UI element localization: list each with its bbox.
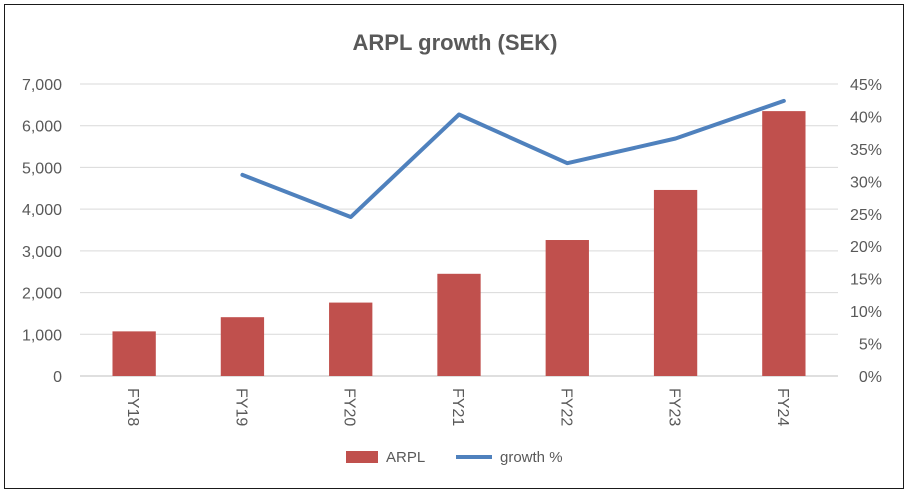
- left-axis: 0 1,000 2,000 3,000 4,000 5,000 6,000 7,000: [22, 77, 62, 386]
- x-tick-label: FY23: [666, 388, 683, 426]
- x-axis: FY18 FY19 FY20 FY21 FY22 FY23 FY24: [124, 388, 791, 426]
- bar-arpl-fy21: [437, 273, 481, 376]
- left-tick-label: 6,000: [22, 119, 62, 136]
- right-tick-label: 0%: [859, 369, 882, 386]
- bar-arpl-fy20: [329, 302, 373, 376]
- x-tick-label: FY19: [232, 388, 249, 426]
- right-tick-label: 15%: [850, 272, 882, 289]
- right-axis: 0% 5% 10% 15% 20% 25% 30% 35% 40% 45%: [850, 77, 882, 386]
- right-tick-label: 10%: [850, 304, 882, 321]
- right-tick-label: 25%: [850, 207, 882, 224]
- legend-label-growth: growth %: [500, 449, 563, 466]
- right-tick-label: 30%: [850, 174, 882, 191]
- bar-arpl-fy24: [762, 111, 806, 376]
- left-tick-label: 1,000: [22, 327, 62, 344]
- left-tick-label: 3,000: [22, 244, 62, 261]
- x-tick-label: FY21: [449, 388, 466, 426]
- left-tick-label: 7,000: [22, 77, 62, 94]
- bar-arpl-fy23: [653, 189, 698, 376]
- left-tick-label: 2,000: [22, 286, 62, 303]
- right-tick-label: 20%: [850, 239, 882, 256]
- legend-label-arpl: ARPL: [386, 449, 425, 466]
- bar-arpl-fy19: [220, 317, 265, 376]
- right-tick-label: 40%: [850, 109, 882, 126]
- legend: ARPL growth %: [346, 449, 563, 466]
- right-tick-label: 5%: [859, 337, 882, 354]
- bar-arpl-fy18: [112, 331, 156, 376]
- right-tick-label: 35%: [850, 142, 882, 159]
- left-tick-label: 5,000: [22, 160, 62, 177]
- x-tick-label: FY24: [774, 388, 791, 426]
- line-series-growth: [240, 98, 786, 220]
- x-tick-label: FY22: [557, 388, 574, 426]
- chart-title: ARPL growth (SEK): [353, 30, 558, 55]
- x-tick-label: FY18: [124, 388, 141, 426]
- right-tick-label: 45%: [850, 77, 882, 94]
- left-tick-label: 4,000: [22, 202, 62, 219]
- growth-line: [240, 98, 786, 220]
- bar-series-arpl: [112, 111, 806, 376]
- left-tick-label: 0: [53, 369, 62, 386]
- legend-swatch-arpl: [346, 451, 378, 463]
- x-tick-label: FY20: [341, 388, 358, 426]
- chart-frame: [4, 4, 904, 489]
- bar-arpl-fy22: [545, 240, 589, 376]
